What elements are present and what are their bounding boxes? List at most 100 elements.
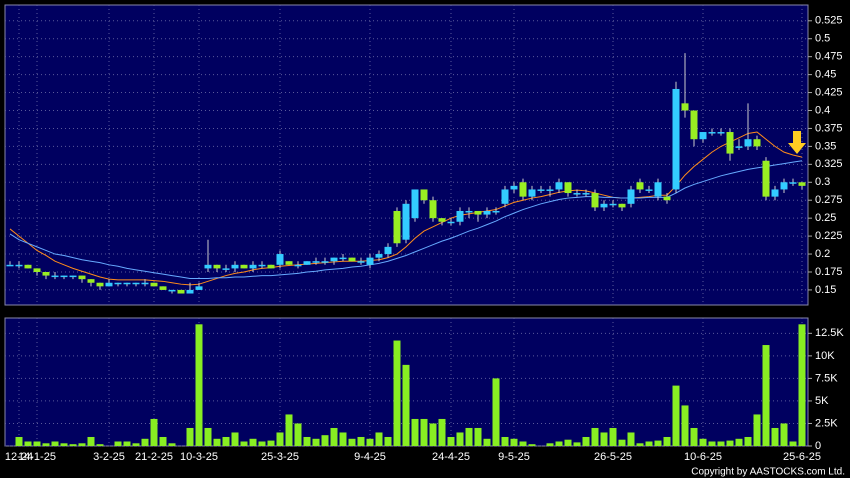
candle-body — [105, 282, 113, 287]
volume-bar — [195, 324, 203, 446]
y-tick-label: 0.325 — [815, 158, 843, 170]
volume-bar — [51, 441, 59, 446]
candle-body — [402, 203, 410, 240]
candle-body — [492, 210, 500, 213]
candle-body — [600, 203, 608, 208]
x-tick-label: 26-5-25 — [594, 451, 632, 463]
candle-body — [276, 254, 284, 265]
volume-bar — [528, 444, 536, 446]
candle-body — [681, 103, 689, 111]
candle-body — [51, 275, 59, 278]
volume-bar — [168, 443, 176, 446]
candle-body — [87, 279, 95, 283]
y-tick-label: 0.475 — [815, 51, 843, 63]
volume-bar — [429, 423, 437, 446]
candle-body — [753, 139, 761, 147]
volume-bar — [753, 414, 761, 446]
x-tick-label: 21-2-25 — [135, 451, 173, 463]
volume-bar — [222, 436, 230, 446]
volume-bar — [546, 443, 554, 446]
y-tick-label: 5K — [815, 395, 829, 407]
volume-bar — [285, 414, 293, 446]
candle-body — [726, 132, 734, 154]
candle-body — [258, 264, 266, 267]
volume-bar — [717, 441, 725, 446]
candle-body — [645, 189, 653, 191]
volume-bar — [735, 438, 743, 446]
volume-bar — [699, 438, 707, 446]
volume-bar — [690, 427, 698, 446]
candle-body — [123, 282, 131, 285]
candle-body — [636, 182, 644, 190]
y-tick-label: 0.45 — [815, 69, 836, 81]
candle-body — [690, 110, 698, 140]
candle-body — [366, 257, 374, 265]
y-tick-label: 7.5K — [815, 372, 838, 384]
candle-body — [303, 261, 311, 265]
candle-body — [735, 146, 743, 148]
candle-body — [474, 210, 482, 215]
y-tick-label: 0.275 — [815, 194, 843, 206]
candle-body — [483, 210, 491, 215]
volume-bar — [582, 436, 590, 446]
x-tick-label: 10-6-25 — [684, 451, 722, 463]
volume-bar — [573, 442, 581, 446]
volume-bar — [564, 439, 572, 446]
volume-bar — [24, 441, 32, 446]
volume-bar — [258, 441, 266, 446]
x-tick-label: 25-3-25 — [261, 451, 299, 463]
volume-bar — [348, 438, 356, 446]
candle-body — [78, 275, 86, 280]
volume-bar — [69, 444, 77, 446]
y-tick-label: 0.5 — [815, 33, 830, 45]
y-tick-label: 0.525 — [815, 15, 843, 27]
volume-bar — [231, 432, 239, 446]
volume-bar — [636, 443, 644, 446]
volume-bar — [645, 441, 653, 446]
candle-body — [33, 268, 41, 272]
volume-bar — [456, 432, 464, 446]
y-tick-label: 0.4 — [815, 104, 830, 116]
candle-body — [537, 189, 545, 191]
price-panel — [4, 4, 809, 306]
moving-average — [9, 160, 803, 279]
volume-bar — [672, 385, 680, 446]
volume-bar — [78, 443, 86, 446]
volume-bar — [609, 427, 617, 446]
volume-bar — [204, 427, 212, 446]
x-tick-label: 10-3-25 — [180, 451, 218, 463]
candle-body — [771, 189, 779, 197]
candle-body — [555, 182, 563, 190]
volume-bar — [483, 438, 491, 446]
volume-bar — [420, 418, 428, 446]
candle-body — [339, 257, 347, 260]
candle-body — [24, 264, 32, 269]
candle-body — [42, 271, 50, 276]
y-tick-label: 2.5K — [815, 417, 838, 429]
candle-body — [564, 182, 572, 194]
volume-bar — [447, 436, 455, 446]
volume-bar — [213, 438, 221, 446]
candle-body — [456, 210, 464, 222]
candle-body — [672, 88, 680, 190]
x-tick-label: 24-4-25 — [432, 451, 470, 463]
x-tick-label: 12-24 — [5, 451, 33, 463]
y-tick-label: 0.25 — [815, 212, 836, 224]
candle-body — [546, 189, 554, 191]
volume-bar — [159, 436, 167, 446]
candle-body — [411, 189, 419, 219]
candle-body — [60, 275, 68, 278]
candle-body — [159, 286, 167, 290]
x-tick-label: 9-5-25 — [498, 451, 530, 463]
volume-bar — [744, 436, 752, 446]
y-tick-label: 0.225 — [815, 230, 843, 242]
candle-body — [357, 261, 365, 263]
volume-bar — [384, 436, 392, 446]
candle-body — [231, 264, 239, 269]
candle-body — [393, 210, 401, 244]
volume-bar — [294, 423, 302, 446]
candle-body — [501, 189, 509, 204]
volume-bar — [150, 418, 158, 446]
x-tick-label: 25-6-25 — [783, 451, 821, 463]
candle-body — [663, 196, 671, 201]
